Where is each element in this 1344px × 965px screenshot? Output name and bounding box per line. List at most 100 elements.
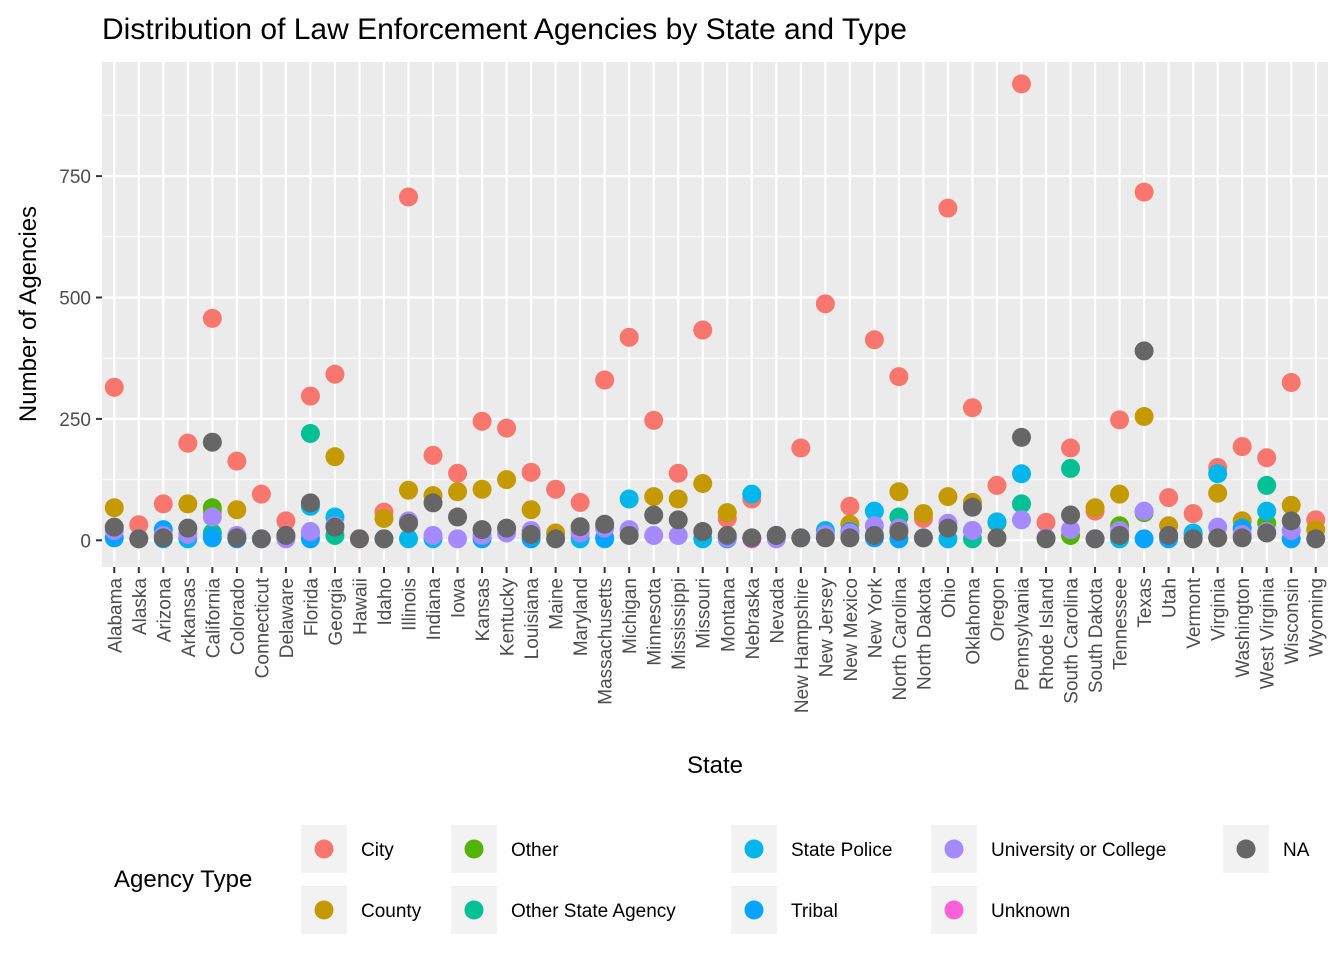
data-point (668, 489, 688, 509)
x-tick-label: Minnesota (645, 578, 666, 666)
x-tick-label: Indiana (424, 578, 445, 641)
data-point (840, 528, 860, 548)
data-point (1061, 520, 1081, 540)
data-point (546, 529, 566, 549)
chart-title: Distribution of Law Enforcement Agencies… (102, 13, 907, 46)
data-point (325, 447, 345, 467)
x-tick-label: Pennsylvania (1013, 578, 1034, 691)
x-tick-label: Oklahoma (963, 578, 984, 665)
data-point (448, 529, 468, 549)
legend-label: NA (1283, 840, 1310, 861)
data-point (693, 473, 713, 493)
data-point (791, 528, 811, 548)
x-tick-label: Arizona (154, 578, 175, 643)
data-point (1232, 528, 1252, 548)
data-point (570, 492, 590, 512)
data-point (1085, 529, 1105, 549)
x-tick-label: North Dakota (914, 578, 935, 690)
x-tick-label: West Virginia (1258, 578, 1279, 690)
x-tick-label: Maryland (571, 578, 592, 656)
data-point (423, 493, 443, 513)
legend-key-point (314, 839, 334, 859)
x-tick-label: Arkansas (179, 578, 200, 657)
data-point (864, 330, 884, 350)
x-tick-label: New Jersey (816, 578, 837, 678)
data-point (104, 498, 124, 518)
data-point (644, 505, 664, 525)
data-point (1257, 448, 1277, 468)
data-point (521, 524, 541, 544)
data-point (1257, 475, 1277, 495)
data-point (644, 525, 664, 545)
data-point (472, 411, 492, 431)
data-point (987, 475, 1007, 495)
data-point (962, 497, 982, 517)
data-point (1281, 511, 1301, 531)
grid-major (102, 62, 1328, 567)
data-point (1306, 529, 1326, 549)
data-point (1012, 510, 1031, 530)
data-point (938, 198, 958, 218)
x-tick-label: California (203, 578, 224, 659)
x-tick-label: Nevada (767, 578, 788, 644)
legend-label: City (361, 840, 394, 861)
data-point (276, 511, 296, 531)
data-point (300, 423, 320, 443)
data-point (1257, 501, 1277, 521)
legend-key-point (744, 839, 764, 859)
data-point (987, 512, 1007, 532)
data-point (423, 445, 443, 465)
legend-label: Other (511, 840, 559, 861)
data-point (472, 520, 492, 540)
data-point (104, 377, 124, 397)
x-tick-label: Louisiana (522, 578, 543, 660)
data-point (1134, 341, 1154, 361)
x-tick-label: Alaska (130, 578, 151, 635)
data-point (423, 525, 443, 545)
y-tick-label: 250 (59, 410, 91, 431)
data-point (815, 528, 835, 548)
legend-key-point (1236, 839, 1256, 859)
data-point (595, 514, 615, 534)
legend-key-point (744, 900, 764, 920)
x-tick-label: Rhode Island (1037, 578, 1058, 690)
legend-key-point (464, 900, 484, 920)
y-tick-label: 750 (59, 167, 91, 188)
data-point (1036, 529, 1056, 549)
data-point (300, 493, 320, 513)
data-point (1061, 505, 1081, 525)
data-point (1232, 437, 1252, 457)
x-tick-label: Colorado (228, 578, 249, 655)
data-point (521, 462, 541, 482)
grid-minor (102, 114, 1328, 481)
data-point (1159, 525, 1179, 545)
x-tick-label: Wyoming (1307, 578, 1328, 657)
y-tick-label: 500 (59, 289, 91, 310)
x-tick-label: Georgia (326, 578, 347, 646)
data-point (717, 525, 737, 545)
x-tick-label: Maine (547, 578, 568, 630)
data-point (644, 487, 664, 507)
data-point (448, 507, 468, 527)
data-point (374, 508, 394, 528)
data-point (913, 528, 933, 548)
x-tick-label: Connecticut (252, 577, 273, 678)
x-tick-label: Tennessee (1111, 578, 1132, 670)
data-point (251, 484, 271, 504)
y-axis-label: Number of Agencies (15, 206, 42, 422)
data-point (202, 507, 222, 527)
data-point (227, 528, 247, 548)
x-tick-label: Iowa (449, 578, 470, 619)
data-point (766, 525, 786, 545)
legend-label: Unknown (991, 901, 1070, 922)
data-point (399, 529, 418, 549)
x-tick-label: Missouri (694, 578, 715, 649)
x-axis: Alabama Alaska Arizona Arkansas California Co… (105, 567, 1328, 713)
data-point (497, 518, 517, 538)
x-tick-label: Montana (718, 578, 739, 652)
x-tick-label: Wisconsin (1282, 578, 1303, 665)
data-point (1208, 464, 1228, 484)
data-point (1159, 488, 1179, 508)
data-point (1061, 438, 1081, 458)
data-point (1085, 498, 1105, 518)
